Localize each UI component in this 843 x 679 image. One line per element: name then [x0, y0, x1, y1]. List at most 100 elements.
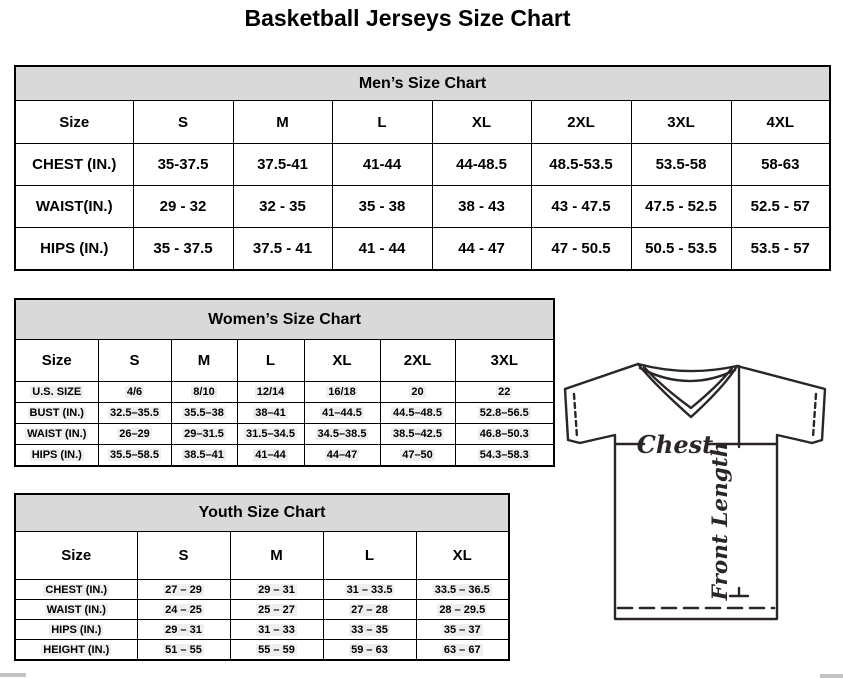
- column-header: L: [236, 339, 305, 382]
- table-title: Youth Size Chart: [14, 493, 510, 532]
- horizontal-scrollbar-fragment-right[interactable]: [820, 674, 843, 678]
- cell-value: 31.5–34.5: [236, 423, 305, 445]
- column-header: 4XL: [730, 100, 831, 144]
- row-label: WAIST (IN.): [14, 423, 99, 445]
- row-label: HIPS (IN.): [14, 227, 134, 271]
- cell-value: 27 – 29: [136, 579, 231, 600]
- column-header: Size: [14, 100, 134, 144]
- row-label: CHEST (IN.): [14, 579, 138, 600]
- cell-value: 29 – 31: [229, 579, 324, 600]
- column-header: S: [132, 100, 234, 144]
- cell-value: 55 – 59: [229, 639, 324, 661]
- womens-size-table: Women’s Size Chart Size S M L XL 2XL 3XL U.S. SI…: [14, 298, 556, 467]
- cell-value: 38.5–41: [170, 444, 238, 467]
- table-title: Women’s Size Chart: [14, 298, 555, 340]
- cell-value: 41–44.5: [303, 402, 381, 424]
- cell-value: 32 - 35: [232, 185, 333, 228]
- column-header: M: [170, 339, 238, 382]
- cell-value: 38 - 43: [431, 185, 532, 228]
- cell-value: 41-44: [331, 143, 433, 186]
- cell-value: 35.5–58.5: [97, 444, 172, 467]
- cell-value: 37.5-41: [232, 143, 333, 186]
- column-header: 3XL: [454, 339, 555, 382]
- cell-value: 27 – 28: [322, 599, 417, 620]
- cell-value: 31 – 33.5: [322, 579, 417, 600]
- table-title: Men’s Size Chart: [14, 65, 831, 101]
- cell-value: 53.5-58: [630, 143, 732, 186]
- cell-value: 35 - 38: [331, 185, 433, 228]
- row-label: WAIST (IN.): [14, 599, 138, 620]
- row-label: U.S. SIZE: [14, 381, 99, 403]
- column-header: S: [136, 531, 231, 580]
- cell-value: 26–29: [97, 423, 172, 445]
- cell-value: 48.5-53.5: [530, 143, 632, 186]
- horizontal-scrollbar-fragment-left[interactable]: [0, 673, 26, 677]
- cell-value: 35 – 37: [415, 619, 510, 640]
- cell-value: 8/10: [170, 381, 238, 403]
- front-length-label: Front Length: [708, 442, 733, 602]
- column-header: XL: [303, 339, 381, 382]
- cell-value: 51 – 55: [136, 639, 231, 661]
- cell-value: 33.5 – 36.5: [415, 579, 510, 600]
- cell-value: 47 - 50.5: [530, 227, 632, 271]
- column-header: S: [97, 339, 172, 382]
- page-title: Basketball Jerseys Size Chart: [244, 5, 571, 31]
- cell-value: 44-48.5: [431, 143, 532, 186]
- cell-value: 46.8–50.3: [454, 423, 555, 445]
- cell-value: 44–47: [303, 444, 381, 467]
- cell-value: 34.5–38.5: [303, 423, 381, 445]
- jersey-diagram-svg: Chest Front Length: [563, 362, 827, 621]
- row-label: HIPS (IN.): [14, 619, 138, 640]
- column-header: L: [322, 531, 417, 580]
- right-cuff-dashed-line: [811, 392, 818, 439]
- cell-value: 35 - 37.5: [132, 227, 234, 271]
- cell-value: 24 – 25: [136, 599, 231, 620]
- row-label: WAIST(IN.): [14, 185, 134, 228]
- cell-value: 41–44: [236, 444, 305, 467]
- column-header: 2XL: [379, 339, 456, 382]
- cell-value: 50.5 - 53.5: [630, 227, 732, 271]
- vneck-outer: [636, 362, 739, 419]
- cell-value: 43 - 47.5: [530, 185, 632, 228]
- cell-value: 12/14: [236, 381, 305, 403]
- column-header: Size: [14, 339, 99, 382]
- row-label: HIPS (IN.): [14, 444, 99, 467]
- youth-size-table: Youth Size Chart Size S M L XL CHEST (IN.) 27 –…: [14, 493, 510, 661]
- cell-value: 16/18: [303, 381, 381, 403]
- column-header: 2XL: [530, 100, 632, 144]
- cell-value: 4/6: [97, 381, 172, 403]
- cell-value: 44.5–48.5: [379, 402, 456, 424]
- column-header: L: [331, 100, 433, 144]
- cell-value: 44 - 47: [431, 227, 532, 271]
- cell-value: 22: [454, 381, 555, 403]
- cell-value: 52.8–56.5: [454, 402, 555, 424]
- left-cuff-dashed-line: [572, 392, 579, 439]
- cell-value: 29 - 32: [132, 185, 234, 228]
- cell-value: 41 - 44: [331, 227, 433, 271]
- column-header: M: [229, 531, 324, 580]
- cell-value: 37.5 - 41: [232, 227, 333, 271]
- cell-value: 47–50: [379, 444, 456, 467]
- cell-value: 54.3–58.3: [454, 444, 555, 467]
- cell-value: 29 – 31: [136, 619, 231, 640]
- cell-value: 38.5–42.5: [379, 423, 456, 445]
- column-header: M: [232, 100, 333, 144]
- cell-value: 52.5 - 57: [730, 185, 831, 228]
- chest-label: Chest: [637, 430, 713, 459]
- row-label: CHEST (IN.): [14, 143, 134, 186]
- cell-value: 32.5–35.5: [97, 402, 172, 424]
- cell-value: 25 – 27: [229, 599, 324, 620]
- cell-value: 58-63: [730, 143, 831, 186]
- cell-value: 38–41: [236, 402, 305, 424]
- cell-value: 59 – 63: [322, 639, 417, 661]
- column-header: XL: [415, 531, 510, 580]
- row-label: HEIGHT (IN.): [14, 639, 138, 661]
- cell-value: 53.5 - 57: [730, 227, 831, 271]
- cell-value: 33 – 35: [322, 619, 417, 640]
- cell-value: 28 – 29.5: [415, 599, 510, 620]
- cell-value: 47.5 - 52.5: [630, 185, 732, 228]
- jersey-outline: [563, 362, 827, 621]
- cell-value: 31 – 33: [229, 619, 324, 640]
- cell-value: 20: [379, 381, 456, 403]
- jersey-measurement-diagram: Chest Front Length: [555, 356, 843, 678]
